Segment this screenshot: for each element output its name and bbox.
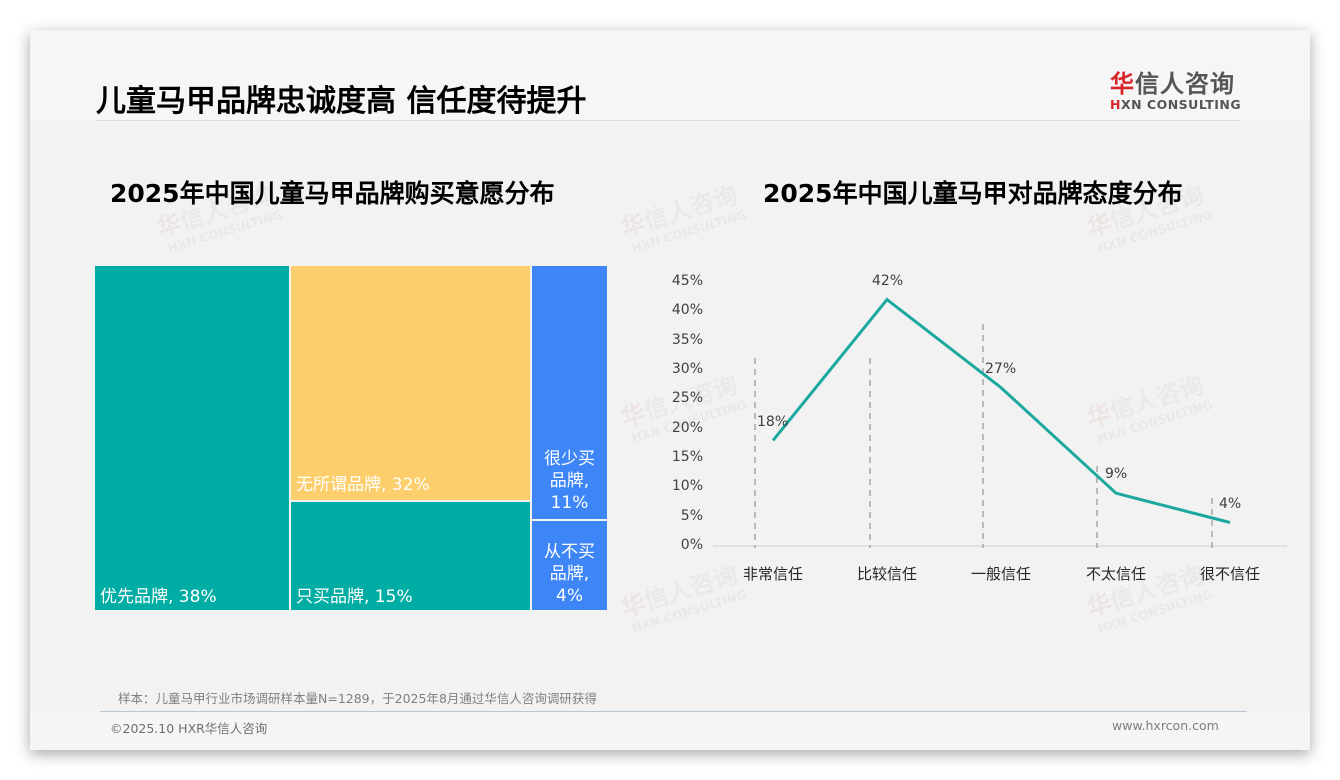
header-divider [96,120,1240,121]
x-tick: 不太信任 [1085,565,1146,583]
treemap-label: 只买品牌, 15% [296,587,413,607]
treemap-label-line: 很少买 [544,449,595,469]
footer-band [30,711,1310,750]
logo-en-accent: H [1110,97,1121,112]
treemap-label: 优先品牌, 38% [100,587,217,607]
treemap-label-line: 4% [556,586,583,606]
y-tick: 40% [671,302,703,318]
y-tick: 25% [671,390,703,406]
copyright: ©2025.10 HXR华信人咨询 [110,721,268,736]
y-tick: 5% [680,508,703,524]
x-tick: 一般信任 [970,565,1031,583]
footer-divider [100,711,1247,712]
treemap-cell-rarely-brand[interactable]: 很少买 品牌, 11% [532,266,607,519]
x-tick: 比较信任 [856,565,917,583]
y-tick: 45% [671,273,703,289]
treemap-title: 2025年中国儿童马甲品牌购买意愿分布 [110,179,555,208]
data-label: 4% [1219,496,1242,512]
treemap-label-line: 11% [550,493,589,513]
treemap-label: 无所谓品牌, 32% [296,475,430,495]
page-title: 儿童马甲品牌忠诚度高 信任度待提升 [96,84,587,119]
header-band [30,30,1310,120]
logo-en: HXN CONSULTING [1110,97,1242,112]
series-line [771,297,1231,524]
data-label: 18% [757,414,789,430]
slide: 儿童马甲品牌忠诚度高 信任度待提升 华信人咨询 HXN CONSULTING 华… [30,30,1310,750]
data-label: 9% [1105,466,1128,482]
y-tick: 20% [671,420,703,436]
sample-note: 样本：儿童马甲行业市场调研样本量N=1289，于2025年8月通过华信人咨询调研… [118,691,597,706]
treemap-cell-never-brand[interactable]: 从不买 品牌, 4% [532,521,607,610]
data-label: 42% [872,273,904,289]
treemap-cell-prefer-brand[interactable]: 优先品牌, 38% [95,266,289,610]
treemap-label-line: 品牌, [549,564,590,584]
treemap-cell-brand-only[interactable]: 只买品牌, 15% [291,502,530,610]
y-tick: 15% [671,449,703,465]
y-tick: 35% [671,332,703,348]
data-label: 27% [985,361,1017,377]
logo-cn: 华信人咨询 [1110,64,1242,99]
logo-cn-text: 信人咨询 [1135,70,1235,98]
y-tick: 30% [671,361,703,377]
x-tick: 很不信任 [1199,565,1260,583]
y-tick: 0% [680,537,703,553]
x-tick: 非常信任 [742,565,803,583]
treemap-cell-indifferent[interactable]: 无所谓品牌, 32% [291,266,530,500]
brand-logo: 华信人咨询 HXN CONSULTING [1110,64,1242,112]
y-tick: 10% [671,478,703,494]
treemap-label-line: 品牌, [549,471,590,491]
website-link[interactable]: www.hxrcon.com [1112,718,1219,733]
treemap-label-line: 从不买 [544,542,595,562]
line-chart-title: 2025年中国儿童马甲对品牌态度分布 [763,179,1183,208]
line-chart-plot [713,297,1287,548]
logo-en-text: XN CONSULTING [1120,97,1242,112]
logo-cn-accent: 华 [1110,70,1135,98]
